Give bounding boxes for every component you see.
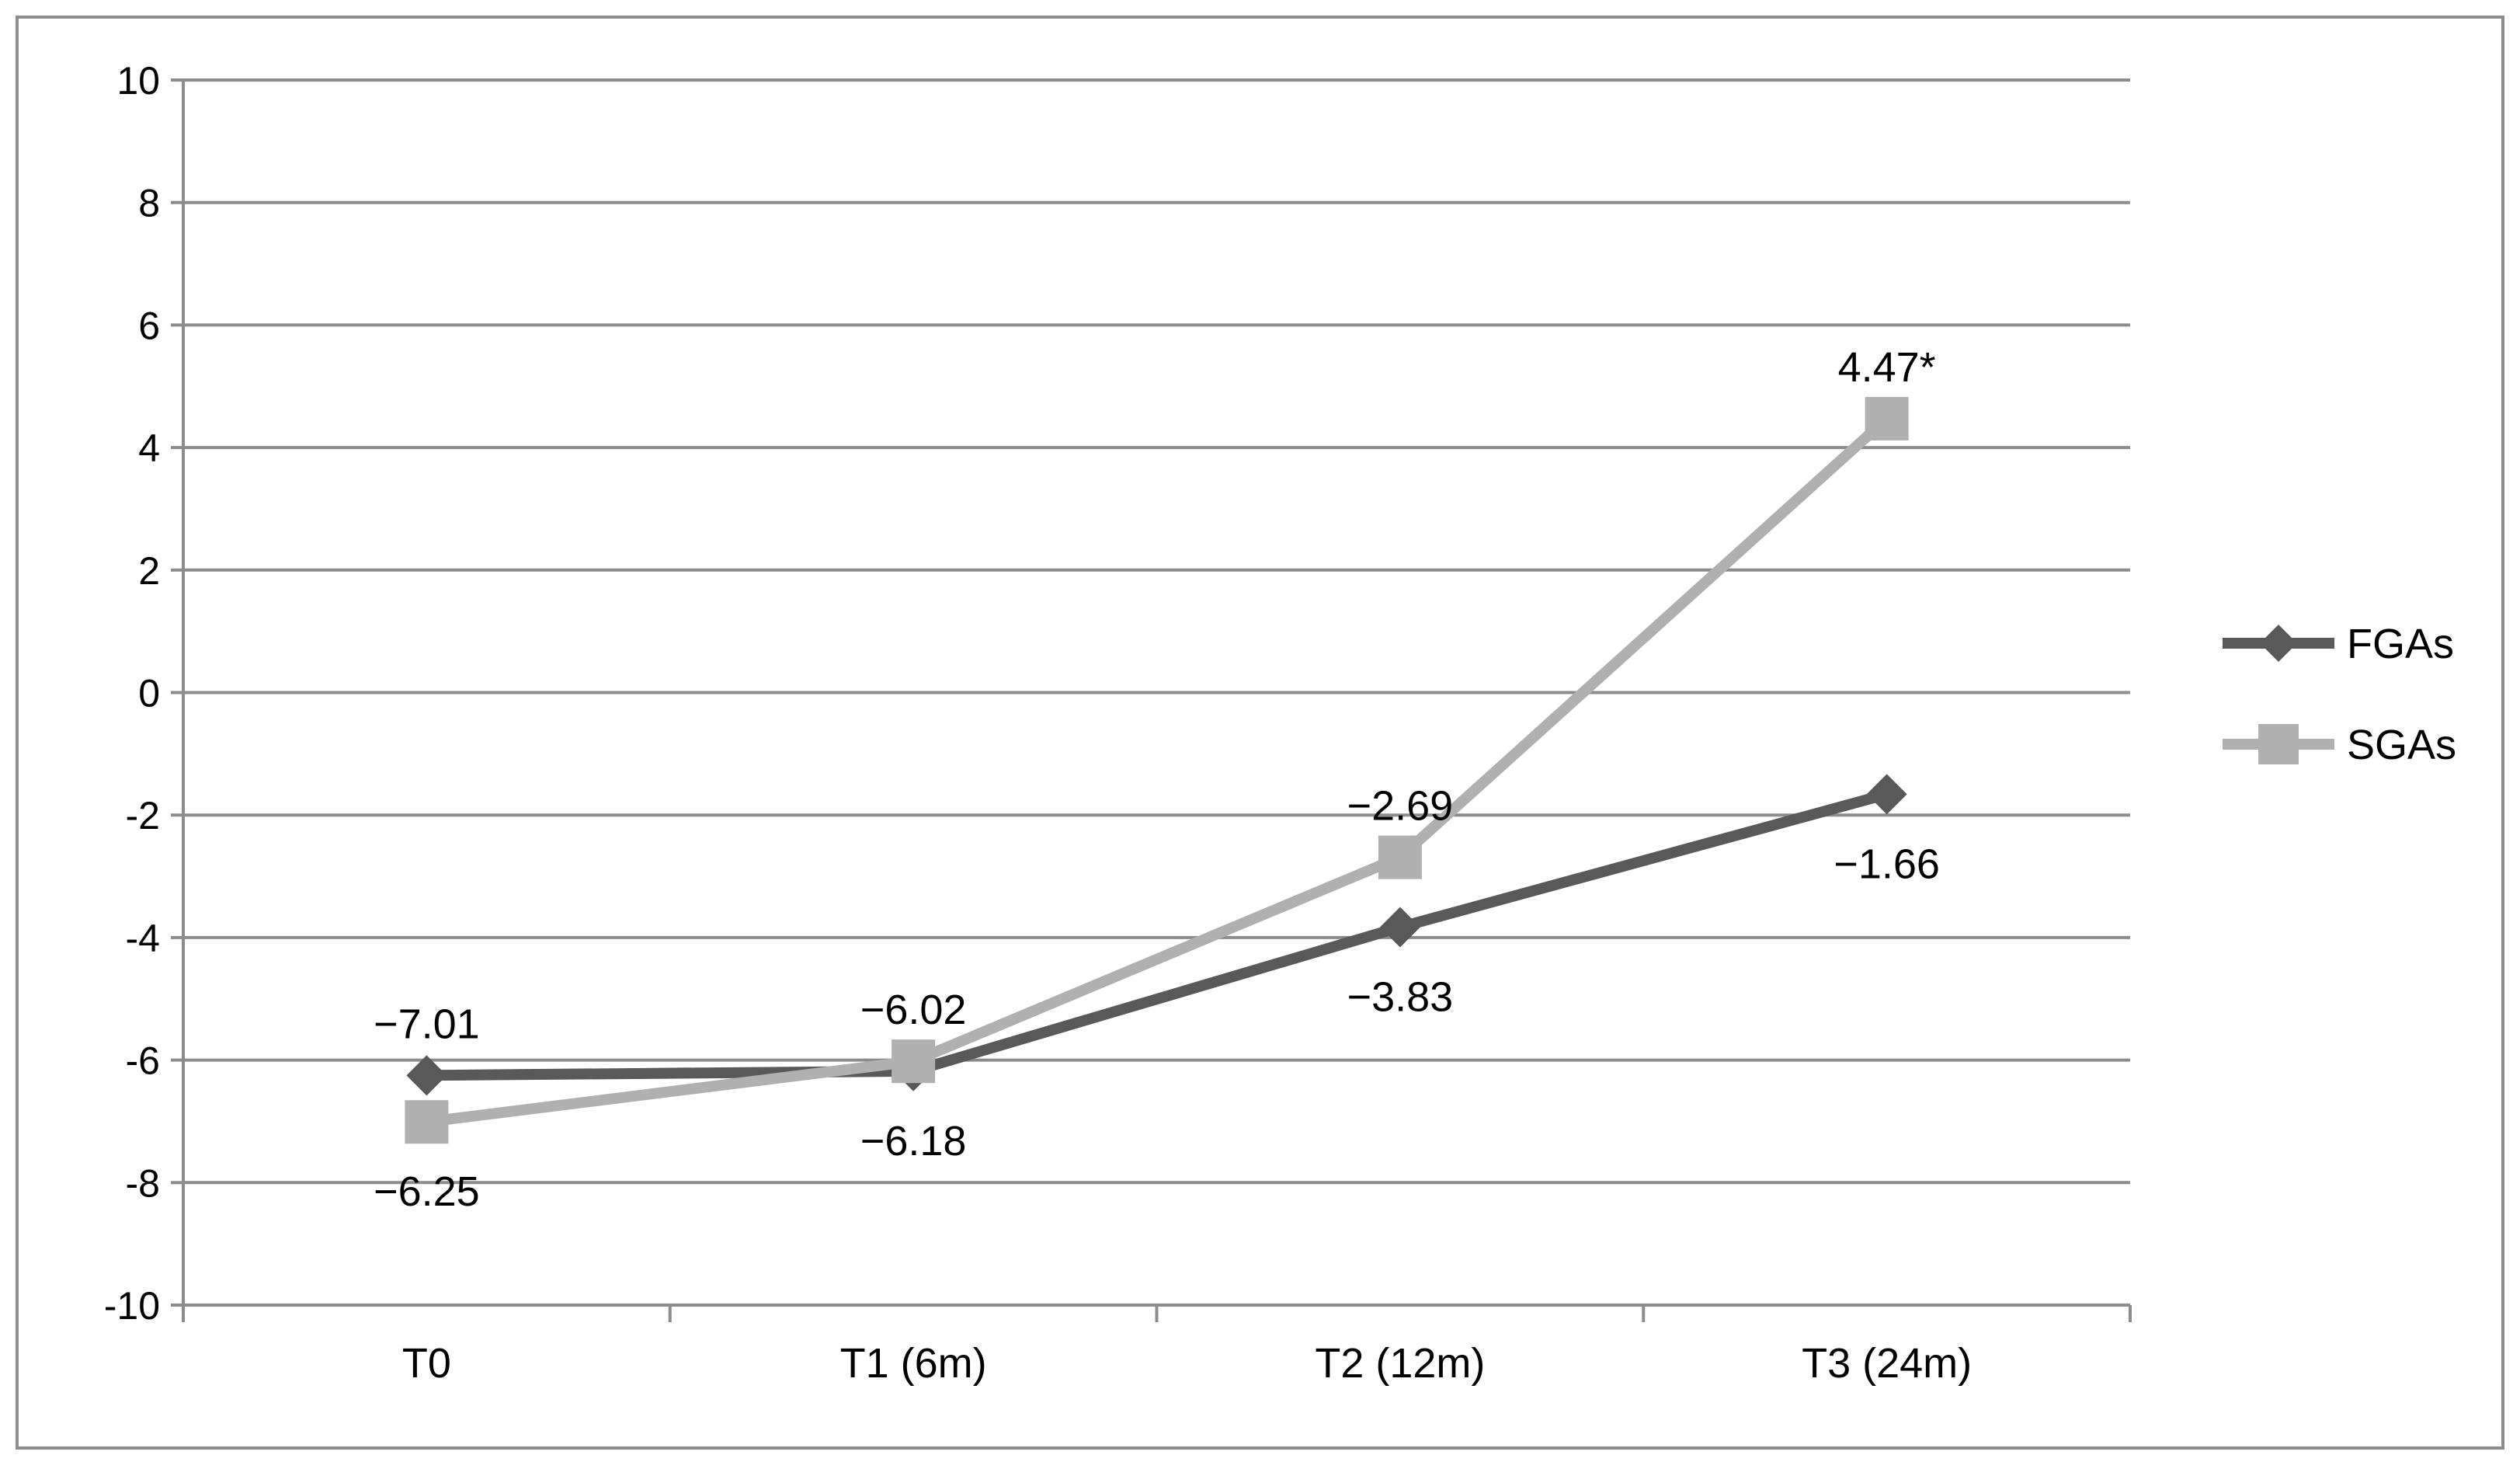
x-tick-labels: T0 T1 (6m) T2 (12m) T3 (24m): [402, 1340, 1972, 1387]
gridlines: [183, 78, 2130, 1307]
data-label: −1.66: [1834, 841, 1940, 887]
y-tick-label: 10: [116, 59, 160, 103]
legend: FGAs SGAs: [2223, 621, 2456, 768]
x-tick-label: T1 (6m): [840, 1340, 987, 1387]
data-point-fgas: [406, 1055, 447, 1096]
y-tick-label: 8: [138, 182, 160, 225]
legend-marker-sgas: [2258, 724, 2299, 764]
series-markers: [405, 397, 1909, 1144]
data-label: −3.83: [1347, 973, 1454, 1020]
legend-label-fgas: FGAs: [2347, 621, 2454, 667]
series-line-sgas: [421, 413, 1893, 1128]
data-label: −2.69: [1347, 783, 1454, 830]
series-line-fgas: [421, 788, 1893, 1081]
y-tick-label: -10: [104, 1284, 160, 1328]
y-tick-label: -2: [126, 794, 160, 837]
data-label: 4.47*: [1838, 344, 1936, 391]
data-point-sgas: [1865, 397, 1909, 441]
data-label: −6.18: [860, 1118, 967, 1164]
data-point-fgas: [1379, 907, 1420, 948]
data-label: −6.02: [860, 987, 967, 1033]
data-label: −7.01: [374, 1001, 480, 1047]
x-tick-label: T0: [402, 1340, 451, 1387]
y-tick-labels: 10 8 6 4 2 0 -2 -4 -6 -8 -10: [104, 59, 160, 1328]
y-tick-label: 6: [138, 304, 160, 347]
y-tick-label: 2: [138, 549, 160, 593]
y-tick-label: 0: [138, 672, 160, 715]
data-point-sgas: [1378, 835, 1422, 879]
legend-label-sgas: SGAs: [2347, 722, 2456, 768]
y-tick-label: -4: [126, 917, 160, 960]
x-tick-label: T3 (24m): [1802, 1340, 1972, 1387]
y-tick-label: -6: [126, 1039, 160, 1083]
y-tick-label: -8: [126, 1161, 160, 1205]
x-tick-label: T2 (12m): [1315, 1340, 1485, 1387]
data-label: −6.25: [374, 1168, 480, 1215]
series-lines: [421, 413, 1893, 1128]
legend-marker-fgas: [2260, 625, 2297, 662]
chart-frame: [16, 16, 2504, 1450]
axes: [171, 78, 2132, 1322]
data-point-sgas: [405, 1100, 449, 1144]
data-point-fgas: [1866, 774, 1907, 815]
data-labels: −7.01 −6.25 −6.02 −6.18 −2.69 −3.83 4.47* −1.66: [374, 344, 1940, 1215]
data-point-sgas: [892, 1039, 936, 1084]
y-tick-label: 4: [138, 426, 160, 470]
